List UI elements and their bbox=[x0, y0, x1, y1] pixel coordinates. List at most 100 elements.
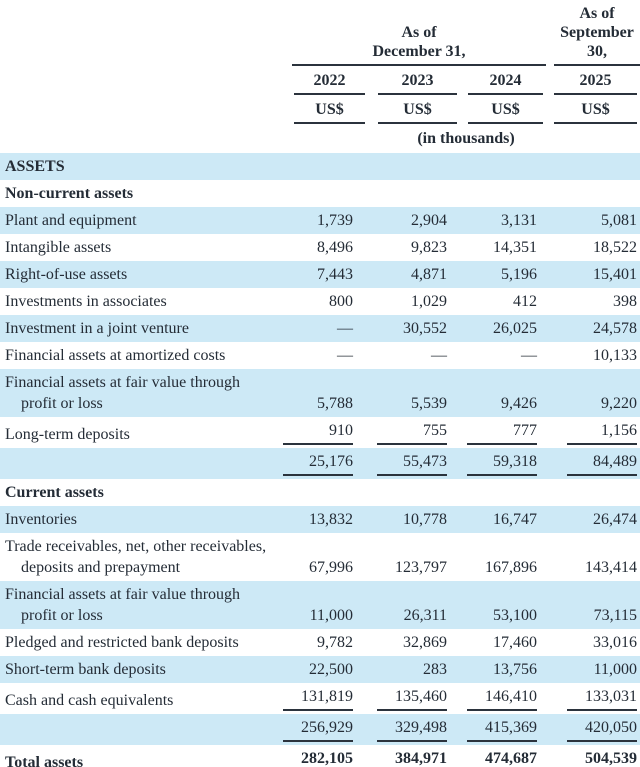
table-row: ASSETS bbox=[0, 153, 640, 180]
table-row: 256,929 329,498 415,369 420,050 bbox=[0, 714, 640, 745]
currency-header-3: US$ bbox=[468, 98, 543, 124]
units-note: (in thousands) bbox=[417, 130, 515, 147]
row-value: 13,832 bbox=[309, 511, 353, 528]
row-value: 22,500 bbox=[309, 661, 353, 678]
row-value: — bbox=[431, 347, 447, 364]
row-value: 131,819 bbox=[275, 686, 357, 711]
row-label: Investment in a joint venture bbox=[5, 320, 189, 337]
year-header-2022: 2022 bbox=[294, 69, 365, 95]
row-value bbox=[451, 183, 543, 204]
row-value: 329,498 bbox=[357, 717, 451, 742]
row-value bbox=[543, 183, 640, 204]
period-group-row: As of December 31, As of September 30, bbox=[0, 4, 640, 66]
row-value: 283 bbox=[423, 661, 447, 678]
table-row: Inventories 13,832 10,778 16,747 26,474 bbox=[0, 506, 640, 533]
table-row: Investment in a joint venture — 30,552 26,0… bbox=[0, 315, 640, 342]
row-value: 9,220 bbox=[601, 395, 637, 412]
row-value: 14,351 bbox=[493, 239, 537, 256]
row-value: 11,000 bbox=[593, 661, 637, 678]
row-label: ASSETS bbox=[5, 158, 65, 175]
table-row: Trade receivables, net, other receivable… bbox=[0, 533, 640, 581]
row-value: 53,100 bbox=[493, 607, 537, 624]
row-value: 5,196 bbox=[501, 266, 537, 283]
row-label: Financial assets at fair value through p… bbox=[5, 586, 241, 624]
row-value bbox=[451, 482, 543, 503]
row-value: 2,904 bbox=[411, 212, 447, 229]
row-value: 474,687 bbox=[451, 748, 543, 767]
year-header-row: 2022 2023 2024 2025 bbox=[0, 69, 640, 95]
row-value: 17,460 bbox=[493, 634, 537, 651]
row-value: 10,778 bbox=[403, 511, 447, 528]
row-value: 135,460 bbox=[357, 686, 451, 711]
row-value: 84,489 bbox=[543, 451, 640, 476]
row-value: 30,552 bbox=[403, 320, 447, 337]
row-value: 412 bbox=[513, 293, 537, 310]
row-value: 73,115 bbox=[593, 607, 637, 624]
row-label: Inventories bbox=[5, 511, 77, 528]
row-value: 55,473 bbox=[357, 451, 451, 476]
row-value: 3,131 bbox=[501, 212, 537, 229]
table-row: Right-of-use assets 7,443 4,871 5,196 15,401 bbox=[0, 261, 640, 288]
row-value: 5,539 bbox=[411, 395, 447, 412]
row-label: Plant and equipment bbox=[5, 212, 137, 229]
row-value: 24,578 bbox=[593, 320, 637, 337]
row-value: 800 bbox=[329, 293, 353, 310]
row-label: Non-current assets bbox=[5, 185, 134, 202]
row-label: Trade receivables, net, other receivable… bbox=[5, 538, 267, 576]
table-row: Financial assets at fair value through p… bbox=[0, 369, 640, 417]
row-value: 26,025 bbox=[493, 320, 537, 337]
column-group-december-line1: As of bbox=[401, 24, 437, 41]
table-body: ASSETS Non-current assets Plant and equipm… bbox=[0, 153, 640, 767]
column-group-september-line2: September bbox=[560, 24, 634, 41]
row-value bbox=[275, 183, 357, 204]
row-value: — bbox=[521, 347, 537, 364]
currency-header-row: US$ US$ US$ US$ bbox=[0, 98, 640, 124]
row-value: 123,797 bbox=[395, 559, 447, 576]
row-value: 8,496 bbox=[317, 239, 353, 256]
row-value bbox=[275, 156, 357, 177]
units-note-row: (in thousands) bbox=[0, 127, 640, 151]
row-value: 5,081 bbox=[601, 212, 637, 229]
column-group-december: As of December 31, bbox=[292, 23, 546, 66]
column-group-september-line3: 30, bbox=[587, 43, 607, 60]
row-value: 143,414 bbox=[585, 559, 637, 576]
row-value: 282,105 bbox=[275, 748, 357, 767]
row-value: 384,971 bbox=[357, 748, 451, 767]
row-value: 15,401 bbox=[593, 266, 637, 283]
row-label: Financial assets at amortized costs bbox=[5, 347, 226, 364]
table-row: Long-term deposits 910 755 777 1,156 bbox=[0, 417, 640, 448]
year-header-2025: 2025 bbox=[554, 69, 637, 95]
row-value bbox=[543, 482, 640, 503]
table-row: Financial assets at fair value through p… bbox=[0, 581, 640, 629]
row-value: 398 bbox=[613, 293, 637, 310]
row-value bbox=[357, 156, 451, 177]
table-row: Current assets bbox=[0, 479, 640, 506]
row-value: 1,156 bbox=[543, 420, 640, 445]
row-label: Financial assets at fair value through p… bbox=[5, 374, 241, 412]
row-value: 13,756 bbox=[493, 661, 537, 678]
year-header-2024: 2024 bbox=[468, 69, 543, 95]
currency-header-4: US$ bbox=[554, 98, 637, 124]
row-value: 18,522 bbox=[593, 239, 637, 256]
column-group-december-line2: December 31, bbox=[372, 43, 466, 60]
table-row: 25,176 55,473 59,318 84,489 bbox=[0, 448, 640, 479]
table-row: Intangible assets 8,496 9,823 14,351 18,522 bbox=[0, 234, 640, 261]
row-label: Current assets bbox=[5, 484, 104, 501]
table-row: Non-current assets bbox=[0, 180, 640, 207]
row-value: 33,016 bbox=[593, 634, 637, 651]
row-value: 67,996 bbox=[309, 559, 353, 576]
row-value: 146,410 bbox=[451, 686, 543, 711]
table-row: Total assets 282,105 384,971 474,687 504,539 bbox=[0, 745, 640, 767]
row-label: Intangible assets bbox=[5, 239, 112, 256]
row-value: 59,318 bbox=[451, 451, 543, 476]
row-value: 420,050 bbox=[543, 717, 640, 742]
row-value: 10,133 bbox=[593, 347, 637, 364]
table-row: Short-term bank deposits 22,500 283 13,756 1… bbox=[0, 656, 640, 683]
row-value: 26,311 bbox=[403, 607, 447, 624]
table-row: Cash and cash equivalents 131,819 135,460 1… bbox=[0, 683, 640, 714]
table-row: Plant and equipment 1,739 2,904 3,131 5,081 bbox=[0, 207, 640, 234]
row-value: 25,176 bbox=[275, 451, 357, 476]
row-label: Short-term bank deposits bbox=[5, 661, 166, 678]
row-value: 415,369 bbox=[451, 717, 543, 742]
